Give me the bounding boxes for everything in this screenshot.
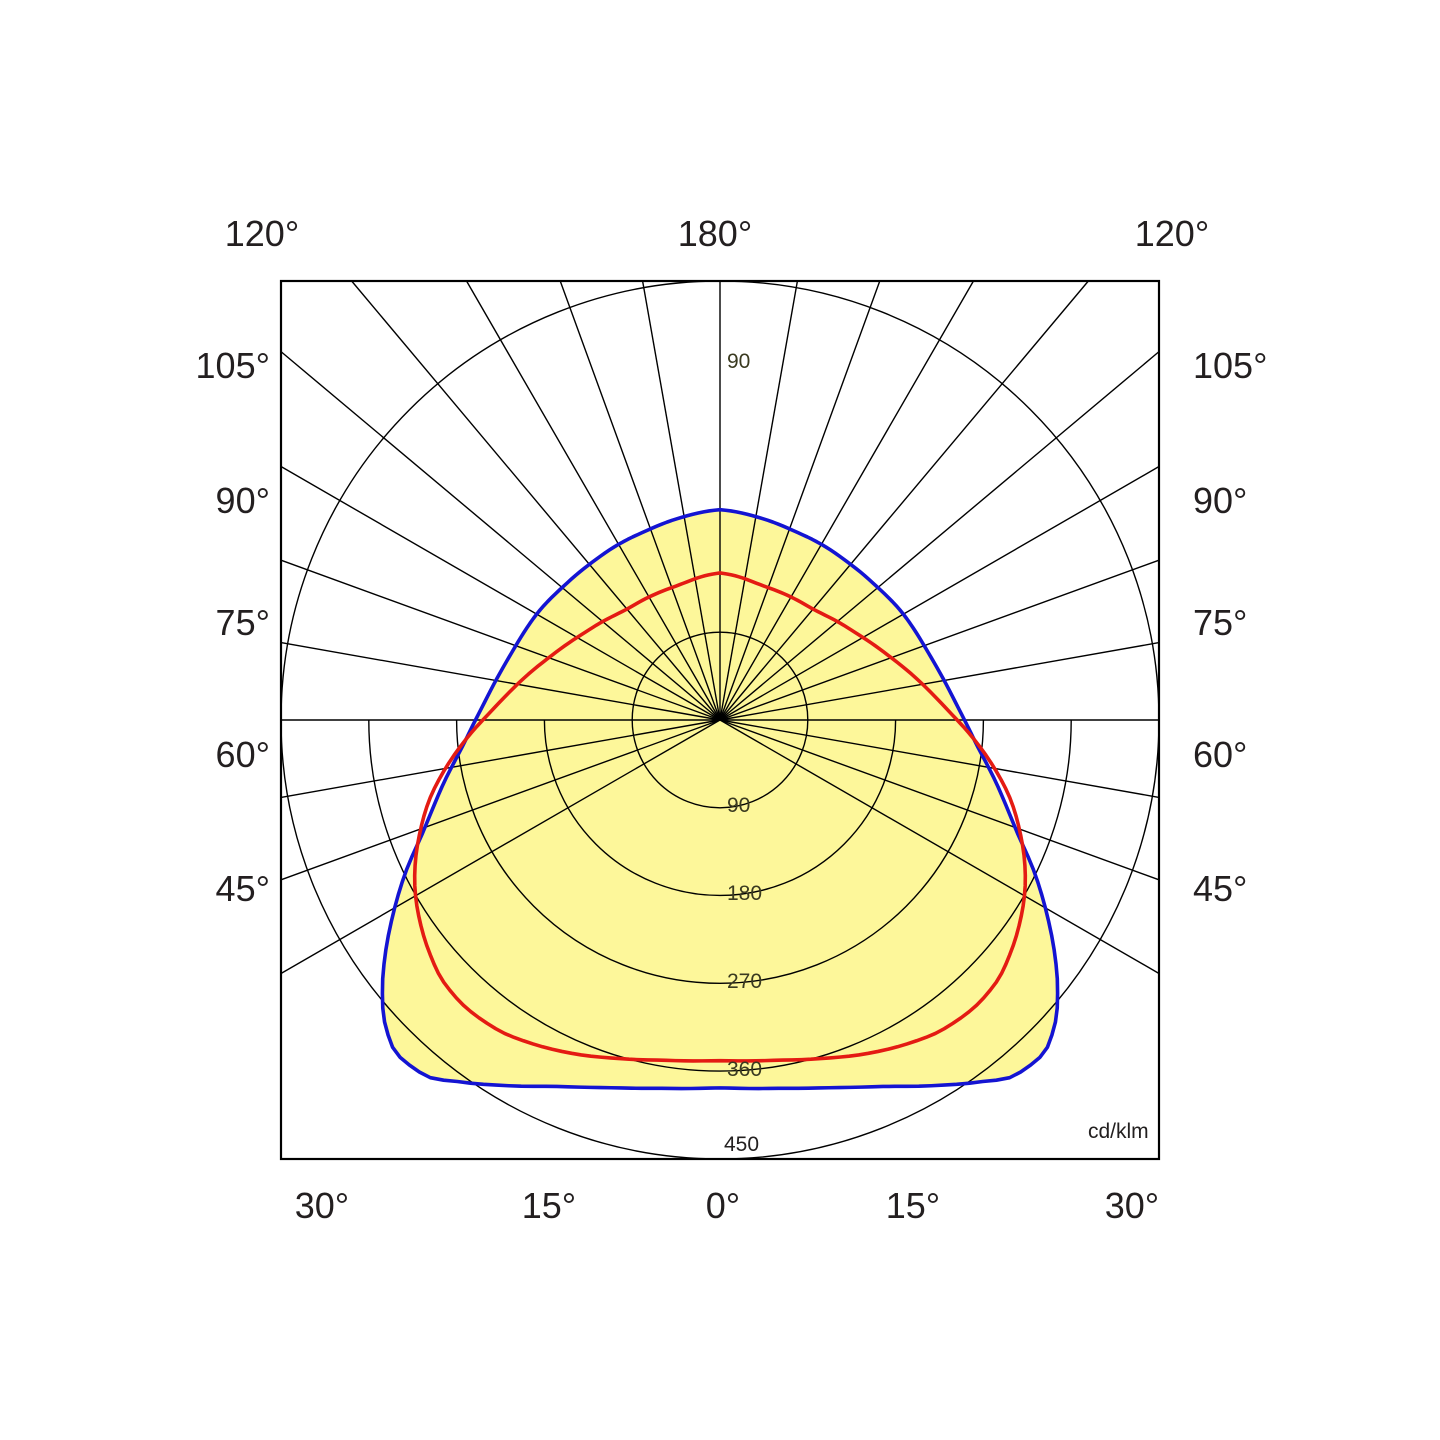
svg-text:180: 180 xyxy=(727,882,762,905)
svg-text:270: 270 xyxy=(727,970,762,993)
svg-text:360: 360 xyxy=(727,1058,762,1081)
svg-text:90: 90 xyxy=(727,794,750,817)
svg-text:cd/klm: cd/klm xyxy=(1088,1120,1149,1143)
svg-text:450: 450 xyxy=(724,1133,759,1156)
svg-text:90: 90 xyxy=(727,350,750,373)
